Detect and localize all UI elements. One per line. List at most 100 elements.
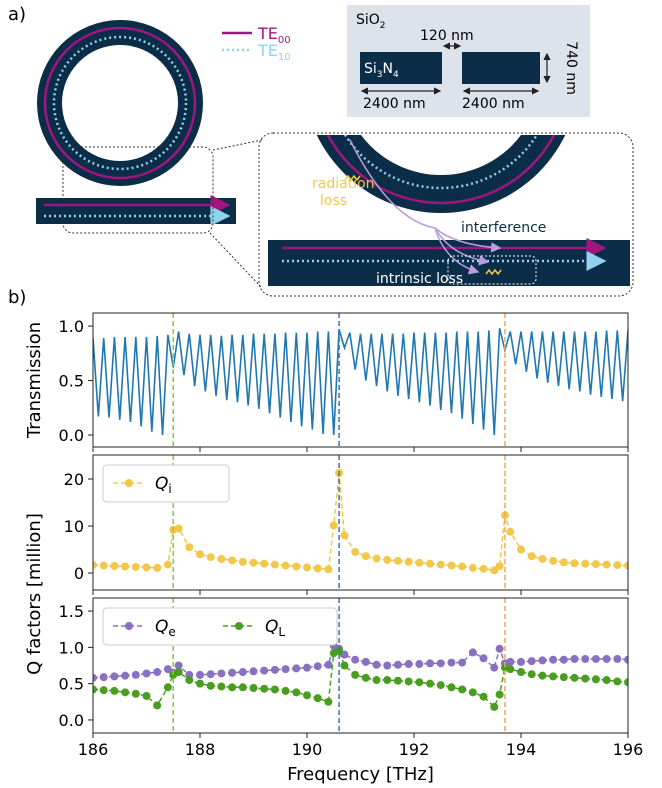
data-point <box>592 655 600 663</box>
data-point <box>490 664 498 672</box>
y-tick-label: 0.5 <box>59 675 84 694</box>
data-point <box>496 562 504 570</box>
data-point <box>458 685 466 693</box>
data-point <box>132 671 140 679</box>
y-axis-label: Transmission <box>24 322 45 439</box>
text: 10 <box>278 52 291 63</box>
data-point <box>447 659 455 667</box>
data-point <box>260 685 268 693</box>
legend-swatch <box>125 479 133 487</box>
data-point <box>603 561 611 569</box>
data-point <box>592 675 600 683</box>
data-point <box>153 668 161 676</box>
data-point <box>153 564 161 572</box>
text: Q <box>155 617 168 637</box>
data-point <box>217 555 225 563</box>
zoom-connector <box>213 140 262 150</box>
data-point <box>373 554 381 562</box>
text: N <box>383 61 393 77</box>
data-point <box>260 560 268 568</box>
mode-legend: TE00 TE10 <box>222 24 291 63</box>
y-tick-label: 20 <box>64 470 84 489</box>
y-axis-label: Q factors [million] <box>24 513 45 675</box>
zoom-connector <box>210 233 262 288</box>
data-point <box>458 562 466 570</box>
data-point <box>324 661 332 669</box>
data-point <box>228 683 236 691</box>
width-label: 2400 nm <box>462 96 525 112</box>
data-point <box>415 660 423 668</box>
data-point <box>110 562 118 570</box>
data-point <box>314 564 322 572</box>
data-point <box>362 552 370 560</box>
data-point <box>528 552 536 560</box>
text: Q <box>155 474 168 494</box>
data-point <box>207 682 215 690</box>
data-point <box>447 683 455 691</box>
data-point <box>437 681 445 689</box>
data-point <box>496 691 504 699</box>
data-point <box>613 677 621 685</box>
y-tick-label: 0.0 <box>59 711 84 730</box>
data-point <box>271 685 279 693</box>
data-point <box>613 655 621 663</box>
data-point <box>437 659 445 667</box>
data-point <box>571 674 579 682</box>
data-point <box>517 546 525 554</box>
text: 2 <box>380 21 386 31</box>
data-point <box>143 669 151 677</box>
data-point <box>239 558 247 566</box>
data-point <box>362 658 370 666</box>
x-tick-label: 186 <box>78 740 109 759</box>
data-point <box>239 683 247 691</box>
data-point <box>282 562 290 570</box>
data-point <box>185 543 193 551</box>
x-tick-label: 196 <box>613 740 644 759</box>
data-point <box>394 557 402 565</box>
data-point <box>571 559 579 567</box>
data-point <box>217 683 225 691</box>
text: 00 <box>278 35 291 46</box>
y-tick-label: 0 <box>74 564 84 583</box>
gap-label: 120 nm <box>420 28 474 44</box>
data-point <box>538 656 546 664</box>
data-point <box>351 548 359 556</box>
data-point <box>383 556 391 564</box>
data-point <box>314 662 322 670</box>
data-point <box>469 648 477 656</box>
data-point <box>447 562 455 570</box>
x-tick-label: 194 <box>506 740 537 759</box>
data-point <box>314 694 322 702</box>
data-point <box>426 680 434 688</box>
data-point <box>480 565 488 573</box>
text: SiO <box>356 12 380 28</box>
data-point <box>415 678 423 686</box>
data-point <box>581 655 589 663</box>
data-point <box>303 664 311 672</box>
x-tick-label: 188 <box>185 740 216 759</box>
data-point <box>324 565 332 573</box>
data-point <box>560 558 568 566</box>
data-point <box>185 676 193 684</box>
data-point <box>549 557 557 565</box>
text: TE <box>257 41 278 60</box>
panel-label: a) <box>8 4 26 25</box>
data-point <box>581 675 589 683</box>
data-point <box>480 654 488 662</box>
data-point <box>480 693 488 701</box>
height-label: 740 nm <box>563 41 579 95</box>
data-point <box>110 687 118 695</box>
data-point <box>100 686 108 694</box>
data-point <box>340 531 348 539</box>
data-point <box>394 661 402 669</box>
annotation: intrinsic loss <box>376 271 463 287</box>
data-point <box>217 669 225 677</box>
data-point <box>351 656 359 664</box>
x-tick-label: 190 <box>292 740 323 759</box>
data-point <box>324 698 332 706</box>
text: Si <box>364 61 377 77</box>
data-point <box>228 556 236 564</box>
data-point <box>292 688 300 696</box>
text: 4 <box>393 70 399 80</box>
